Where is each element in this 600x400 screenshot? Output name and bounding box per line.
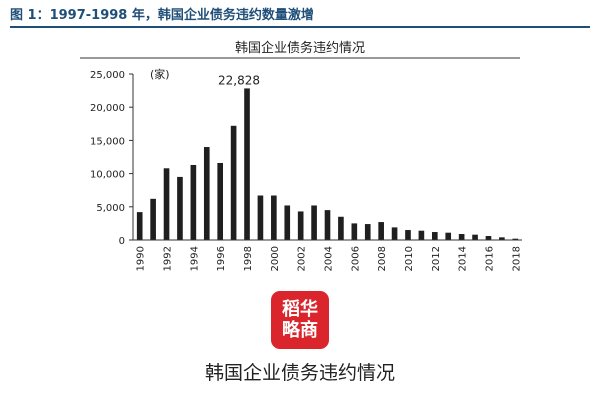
y-tick-label: 0 — [119, 236, 125, 247]
bar-2005 — [338, 216, 344, 240]
bars — [136, 88, 519, 240]
bar-2015 — [472, 234, 478, 240]
y-tick-label: 10,000 — [90, 170, 125, 181]
x-tick-label: 2000 — [270, 246, 281, 271]
bar-1999 — [257, 195, 264, 240]
figure-caption: 韩国企业债务违约情况 — [204, 362, 395, 384]
bar-2006 — [351, 223, 358, 240]
bar-1990 — [136, 212, 143, 240]
bar-2001 — [284, 205, 291, 240]
bar-2017 — [499, 237, 505, 240]
bar-2007 — [364, 224, 371, 240]
bar-1998 — [244, 88, 250, 240]
x-tick-label: 1998 — [243, 246, 254, 271]
logo-line-2: 略商 — [282, 320, 318, 341]
bar-chart: 韩国企业债务违约情况 (家) 0 5,000 10,000 15,000 20,000 2… — [80, 40, 522, 271]
bar-1993 — [177, 176, 183, 240]
x-tick-label: 1990 — [136, 246, 147, 271]
annotations: 22,828 — [218, 73, 260, 87]
x-tick-label: 2010 — [404, 246, 415, 271]
bar-2010 — [405, 230, 411, 240]
x-tick-label: 1992 — [163, 246, 174, 271]
x-tick-label: 2006 — [350, 246, 361, 271]
y-tick-label: 20,000 — [90, 103, 125, 114]
bar-2009 — [391, 227, 398, 240]
figure-header: 图 1：1997-1998 年，韩国企业债务违约数量激增 — [10, 8, 314, 23]
y-tick-label: 25,000 — [90, 70, 125, 81]
bar-1996 — [217, 162, 224, 240]
brand-logo: 稻华 略商 — [271, 291, 329, 349]
x-tick-label: 2004 — [324, 246, 335, 271]
bar-1991 — [150, 198, 156, 240]
chart-title: 韩国企业债务违约情况 — [235, 40, 365, 56]
bar-1992 — [163, 168, 170, 240]
x-tick-label: 2012 — [431, 246, 442, 271]
bar-2003 — [311, 205, 317, 240]
x-tick-label: 2002 — [297, 246, 308, 271]
bar-2004 — [324, 210, 331, 240]
bar-2000 — [271, 195, 277, 240]
bar-2013 — [445, 232, 452, 240]
y-unit-label: (家) — [150, 67, 170, 81]
bar-1995 — [203, 147, 210, 240]
bar-2011 — [418, 230, 425, 240]
chart-panel: 图 1：1997-1998 年，韩国企业债务违约数量激增 韩国企业债务违约情况 … — [10, 8, 590, 349]
bar-2014 — [458, 234, 465, 240]
x-tick-label: 1994 — [189, 246, 200, 271]
y-axis: 0 5,000 10,000 15,000 20,000 25,000 — [90, 70, 134, 247]
bar-2008 — [378, 222, 384, 240]
y-tick-label: 5,000 — [96, 203, 125, 214]
x-tick-label: 1996 — [216, 246, 227, 271]
x-tick-label: 2016 — [484, 246, 495, 271]
x-tick-label: 2008 — [377, 246, 388, 271]
x-tick-label: 2018 — [511, 246, 522, 271]
bar-2016 — [485, 236, 492, 240]
header-rule — [10, 26, 590, 28]
y-tick-label: 15,000 — [90, 136, 125, 147]
bar-1997 — [230, 125, 237, 240]
bar-2012 — [431, 232, 438, 240]
x-axis: 1990 1992 1994 1996 1998 2000 2002 2004 2006 2008… — [133, 239, 522, 271]
bar-1994 — [190, 164, 197, 240]
bar-2018 — [512, 238, 519, 240]
x-tick-label: 2014 — [458, 246, 469, 271]
data-label-peak: 22,828 — [218, 73, 260, 87]
bar-2002 — [297, 211, 304, 240]
logo-line-1: 稻华 — [282, 299, 318, 320]
